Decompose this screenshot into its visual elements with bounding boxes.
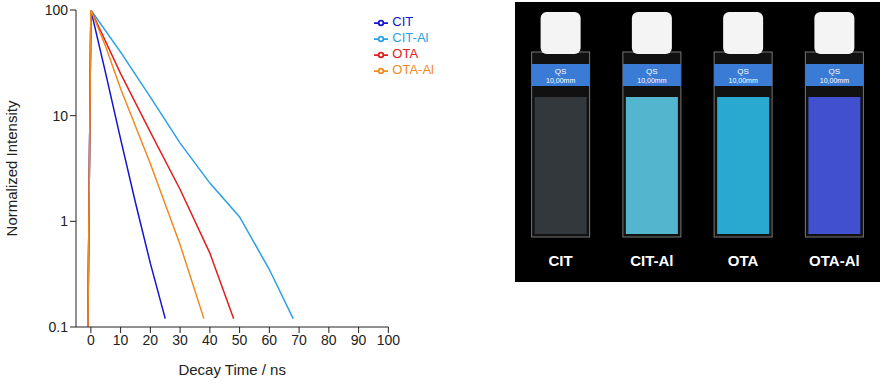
- svg-text:60: 60: [262, 332, 278, 348]
- svg-text:10: 10: [52, 108, 68, 124]
- svg-text:10,00mm: 10,00mm: [546, 77, 575, 84]
- svg-text:QS: QS: [829, 67, 841, 76]
- svg-text:CIT-Al: CIT-Al: [630, 252, 673, 269]
- html-text:CIT-Al: CIT-Al: [392, 30, 429, 45]
- svg-text:Decay Time / ns: Decay Time / ns: [178, 361, 286, 378]
- svg-text:30: 30: [172, 332, 188, 348]
- svg-text:QS: QS: [555, 67, 567, 76]
- svg-text:40: 40: [202, 332, 218, 348]
- svg-text:1: 1: [60, 213, 68, 229]
- svg-text:10,00mm: 10,00mm: [729, 77, 758, 84]
- svg-text:70: 70: [291, 332, 307, 348]
- svg-text:20: 20: [143, 332, 159, 348]
- svg-text:Normalized Intensity: Normalized Intensity: [3, 100, 20, 236]
- svg-text:50: 50: [232, 332, 248, 348]
- svg-text:QS: QS: [737, 67, 749, 76]
- html-text:OTA-Al: OTA-Al: [392, 62, 434, 77]
- svg-text:10: 10: [113, 332, 129, 348]
- html-text:CIT: CIT: [392, 14, 414, 29]
- svg-text:10,00mm: 10,00mm: [820, 77, 849, 84]
- svg-text:100: 100: [377, 332, 401, 348]
- svg-text:10,00mm: 10,00mm: [637, 77, 666, 84]
- svg-text:OTA: OTA: [728, 252, 759, 269]
- svg-text:100: 100: [45, 2, 69, 18]
- svg-text:80: 80: [321, 332, 337, 348]
- svg-text:0.1: 0.1: [49, 319, 69, 335]
- svg-text:90: 90: [351, 332, 367, 348]
- svg-text:0: 0: [87, 332, 95, 348]
- svg-text:CIT: CIT: [549, 252, 573, 269]
- svg-text:OTA-Al: OTA-Al: [809, 252, 860, 269]
- svg-text:QS: QS: [646, 67, 658, 76]
- html-text:OTA: OTA: [392, 46, 419, 61]
